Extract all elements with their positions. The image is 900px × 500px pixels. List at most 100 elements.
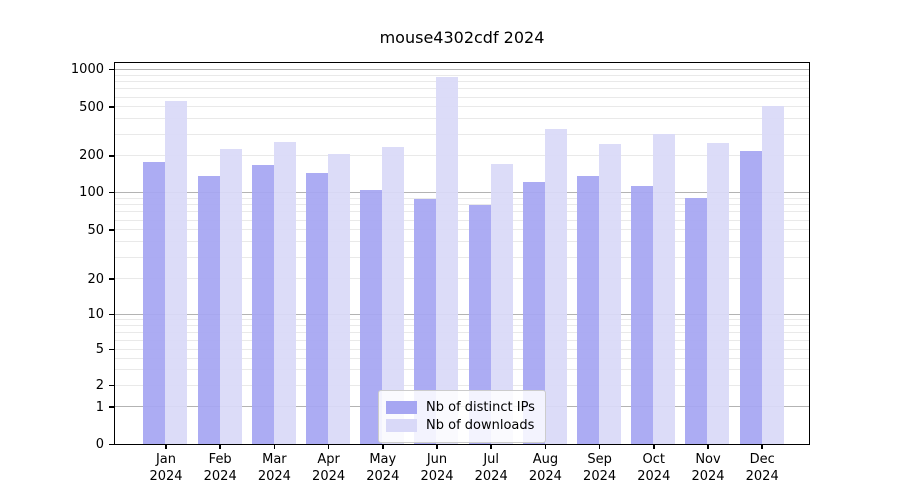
x-tick-mark [382, 444, 384, 450]
major-gridline [115, 313, 809, 315]
plot-area [114, 62, 810, 445]
bar-distinct-ips [360, 190, 383, 444]
bar-downloads [436, 76, 459, 444]
y-tick-label: 50 [87, 222, 104, 238]
legend-item-distinct-ips: Nb of distinct IPs [386, 400, 537, 415]
x-tick-mark [653, 444, 655, 450]
minor-gridline [115, 88, 809, 90]
x-tick-label: May 2024 [366, 452, 400, 485]
y-tick-label: 100 [79, 185, 104, 200]
minor-gridline [115, 96, 809, 98]
x-tick-label: Apr 2024 [312, 452, 346, 485]
y-tick-mark [109, 106, 114, 108]
bar-distinct-ips [468, 205, 491, 444]
x-tick-mark [490, 444, 492, 450]
y-tick-label: 2 [95, 378, 104, 393]
minor-gridline [115, 74, 809, 76]
minor-gridline [115, 325, 809, 327]
minor-gridline [115, 219, 809, 221]
bar-distinct-ips [197, 175, 220, 444]
bar-distinct-ips [143, 161, 166, 444]
legend-item-downloads: Nb of downloads [386, 418, 537, 433]
x-tick-mark [707, 444, 709, 450]
y-tick-mark [109, 348, 114, 351]
minor-gridline [115, 155, 809, 157]
legend-label-downloads: Nb of downloads [426, 418, 535, 433]
major-gridline [115, 191, 809, 193]
bar-downloads [328, 154, 350, 444]
downloads-swatch-icon [386, 419, 417, 432]
minor-gridline [115, 197, 809, 199]
y-tick-label: 200 [79, 148, 104, 164]
minor-gridline [115, 203, 809, 205]
minor-gridline [115, 241, 809, 243]
y-tick-mark [109, 313, 114, 316]
y-tick-label: 20 [87, 271, 104, 287]
bar-distinct-ips [631, 185, 654, 444]
minor-gridline [115, 211, 809, 213]
x-tick-mark [273, 444, 276, 450]
y-tick-mark [109, 443, 114, 446]
x-tick-label: Jan 2024 [149, 452, 183, 485]
y-tick-label: 1 [95, 399, 104, 415]
minor-gridline [115, 331, 809, 333]
bar-distinct-ips [685, 197, 708, 444]
bar-downloads [653, 133, 676, 444]
y-tick-mark [109, 155, 114, 157]
bar-downloads [707, 143, 730, 444]
minor-gridline [115, 256, 809, 258]
x-tick-mark [544, 444, 547, 450]
major-gridline [115, 69, 809, 71]
legend: Nb of distinct IPs Nb of downloads [378, 390, 546, 443]
bar-downloads [490, 164, 513, 444]
bar-downloads [273, 142, 296, 444]
bar-downloads [599, 144, 621, 444]
y-tick-label: 5 [95, 342, 104, 357]
x-tick-label: Jul 2024 [474, 452, 508, 485]
bar-downloads [219, 148, 242, 444]
y-tick-label: 1000 [70, 62, 104, 78]
legend-label-distinct-ips: Nb of distinct IPs [426, 400, 535, 415]
bar-distinct-ips [306, 173, 328, 444]
minor-gridline [115, 348, 809, 350]
bar-downloads [382, 146, 405, 444]
x-tick-label: Sep 2024 [583, 452, 617, 485]
x-tick-mark [327, 444, 330, 450]
bar-downloads [544, 129, 567, 444]
x-tick-mark [761, 444, 763, 450]
y-tick-mark [109, 68, 114, 71]
distinct-ips-swatch-icon [386, 401, 417, 414]
minor-gridline [115, 357, 809, 359]
y-tick-label: 500 [79, 99, 104, 115]
minor-gridline [115, 339, 809, 341]
minor-gridline [115, 133, 809, 135]
y-tick-mark [109, 191, 114, 194]
y-tick-mark [109, 406, 114, 408]
bar-distinct-ips [251, 165, 274, 444]
bar-downloads [761, 106, 784, 444]
x-tick-label: Dec 2024 [745, 452, 779, 485]
minor-gridline [115, 368, 809, 370]
x-tick-label: Aug 2024 [528, 452, 562, 485]
y-tick-label: 10 [87, 307, 104, 322]
minor-gridline [115, 229, 809, 231]
x-tick-mark [436, 444, 438, 450]
bar-downloads [165, 100, 188, 444]
minor-gridline [115, 118, 809, 120]
x-tick-label: Mar 2024 [257, 452, 291, 485]
bar-distinct-ips [739, 150, 762, 444]
x-tick-mark [219, 444, 221, 450]
y-tick-label: 0 [95, 436, 104, 452]
minor-gridline [115, 81, 809, 83]
x-tick-label: Oct 2024 [637, 452, 671, 485]
y-tick-mark [109, 384, 114, 387]
x-tick-mark [165, 444, 167, 450]
minor-gridline [115, 384, 809, 386]
minor-gridline [115, 106, 809, 108]
chart-title: mouse4302cdf 2024 [379, 28, 545, 47]
x-tick-label: Jun 2024 [420, 452, 454, 485]
x-tick-label: Nov 2024 [691, 452, 725, 485]
x-tick-mark [598, 444, 601, 450]
minor-gridline [115, 319, 809, 321]
